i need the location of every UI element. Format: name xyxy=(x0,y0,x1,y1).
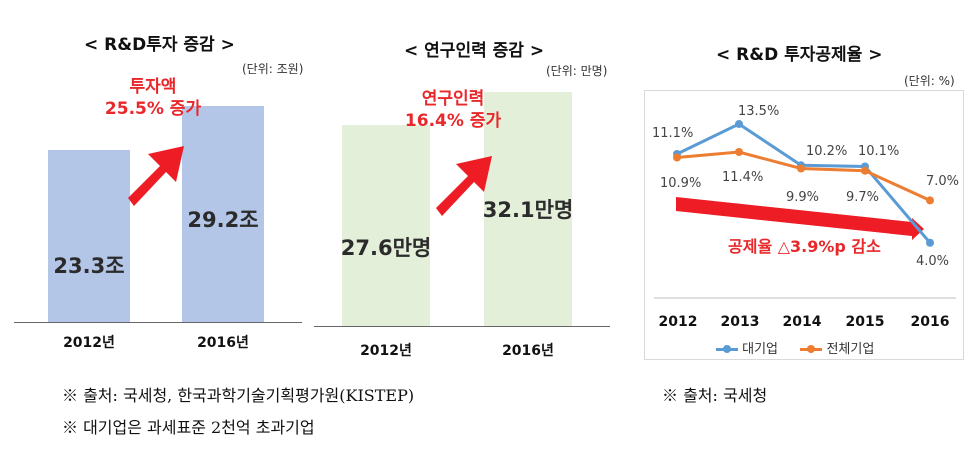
unit-label: (단위: 만명) xyxy=(546,64,608,78)
data-label: 11.1% xyxy=(652,126,694,141)
x-tick-label: 2016년 xyxy=(197,335,249,351)
annotation-line-2: 25.5% 증가 xyxy=(104,99,202,119)
data-point xyxy=(926,196,934,205)
data-label: 9.9% xyxy=(786,190,820,205)
source-note: ※ 출처: 국세청, 한국과학기술기획평가원(KISTEP) xyxy=(62,386,415,405)
legend-swatch-all xyxy=(800,345,823,353)
legend-label: 전체기업 xyxy=(826,342,875,357)
definition-note: ※ 대기업은 과세표준 2천억 초과기업 xyxy=(62,418,315,437)
source-note-right: ※ 출처: 국세청 xyxy=(662,386,768,405)
x-tick-label: 2013 xyxy=(720,314,760,330)
decrease-arrow xyxy=(676,197,924,240)
data-point xyxy=(735,148,743,156)
data-label: 10.2% xyxy=(806,144,848,159)
data-label: 13.5% xyxy=(738,104,780,119)
bar-2012 xyxy=(342,124,430,326)
data-label: 7.0% xyxy=(926,174,960,189)
unit-label: (단위: %) xyxy=(904,74,955,88)
annotation-line-2: 16.4% 증가 xyxy=(404,111,502,131)
bar-value-label: 29.2조 xyxy=(187,208,259,232)
annotation-text: 연구인력 16.4% 증가 xyxy=(398,88,508,132)
data-label: 11.4% xyxy=(722,170,764,185)
decrease-annotation: 공제율 △3.9%p 감소 xyxy=(728,237,881,256)
x-tick-label: 2012 xyxy=(658,314,698,330)
increase-arrow xyxy=(436,156,492,216)
bar-value-label: 23.3조 xyxy=(53,254,125,278)
annotation-text: 투자액 25.5% 증가 xyxy=(98,76,208,120)
x-tick-label: 2014 xyxy=(782,314,822,330)
x-tick-label: 2012년 xyxy=(63,335,115,351)
annotation-line-1: 투자액 xyxy=(129,77,177,97)
x-tick-label: 2012년 xyxy=(360,343,412,359)
data-point xyxy=(735,120,743,128)
bar-2016 xyxy=(484,91,572,326)
chart-title: < 연구인력 증감 > xyxy=(404,41,545,61)
chart-frame xyxy=(644,90,964,360)
data-label: 9.7% xyxy=(846,190,880,205)
x-axis-line xyxy=(314,326,610,327)
bar-2012 xyxy=(48,149,130,322)
data-point xyxy=(673,153,681,162)
unit-label: (단위: 조원) xyxy=(242,62,304,76)
data-label: 4.0% xyxy=(916,254,950,269)
x-axis-line xyxy=(14,322,302,323)
x-tick-label: 2016 xyxy=(910,314,950,330)
legend-label: 대기업 xyxy=(742,342,779,357)
chart-title: < R&D투자 증감 > xyxy=(84,35,235,55)
x-tick-label: 2016년 xyxy=(502,343,554,359)
data-label: 10.1% xyxy=(858,144,900,159)
data-point xyxy=(861,166,869,175)
data-point xyxy=(926,238,934,247)
data-point xyxy=(797,164,805,173)
bar-2016 xyxy=(182,105,264,322)
legend: 대기업 전체기업 xyxy=(716,338,874,357)
legend-swatch-large xyxy=(716,345,738,353)
data-label: 10.9% xyxy=(660,176,702,191)
increase-arrow xyxy=(128,146,184,206)
chart-title: < R&D 투자공제율 > xyxy=(716,45,883,65)
bar-value-label: 27.6만명 xyxy=(340,236,432,260)
x-tick-label: 2015 xyxy=(845,314,885,330)
annotation-line-1: 연구인력 xyxy=(421,89,485,109)
bar-value-label: 32.1만명 xyxy=(482,198,574,222)
